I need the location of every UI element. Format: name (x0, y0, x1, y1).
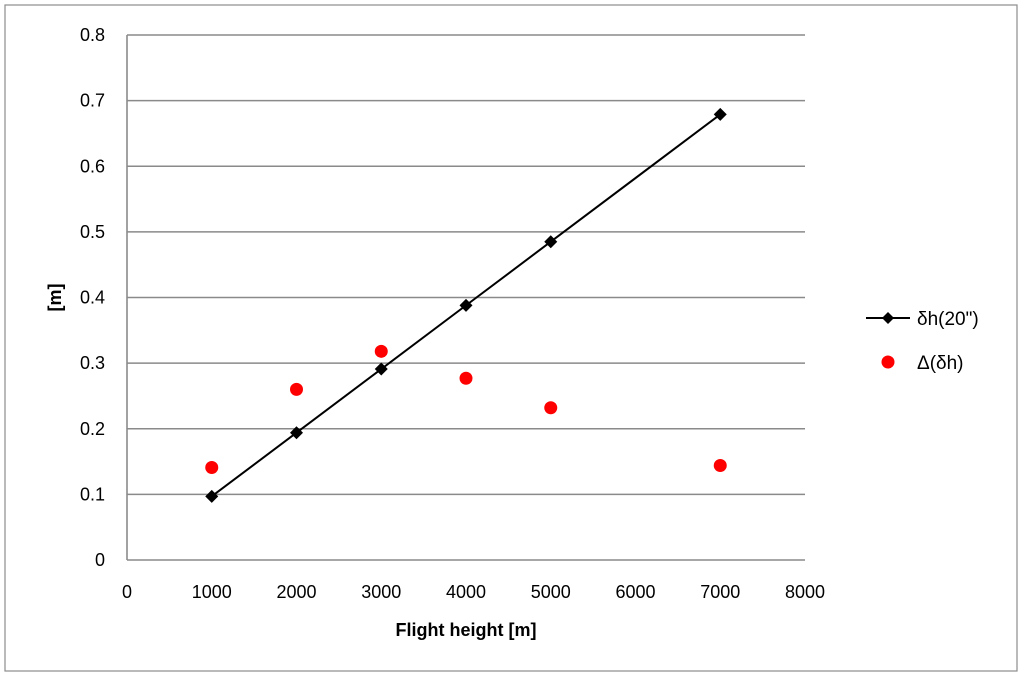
x-tick-label-5: 5000 (531, 582, 571, 602)
x-tick-label-4: 4000 (446, 582, 486, 602)
y-tick-label-7: 0.7 (80, 91, 105, 111)
legend-entry-1: Δ(δh) (881, 353, 964, 374)
y-tick-label-3: 0.3 (80, 353, 105, 373)
legend-marker-0 (882, 312, 894, 324)
legend-label-1: Δ(δh) (917, 353, 964, 374)
x-tick-label-2: 2000 (276, 582, 316, 602)
series-1-point-0 (205, 460, 219, 474)
y-tick-label-8: 0.8 (80, 25, 105, 45)
gridlines (127, 34, 805, 496)
legend: δh(20") Δ(δh) (866, 309, 979, 374)
x-tick-label-1: 1000 (192, 582, 232, 602)
x-tick-label-6: 6000 (615, 582, 655, 602)
y-tick-label-0: 0 (95, 550, 105, 570)
series-0-point-3 (459, 298, 473, 312)
axes (126, 35, 805, 561)
series-0-point-4 (544, 235, 558, 249)
series-1-point-4 (544, 401, 558, 415)
legend-entry-0: δh(20") (866, 309, 979, 330)
y-tick-label-5: 0.5 (80, 222, 105, 242)
y-tick-label-4: 0.4 (80, 288, 105, 308)
data-series (205, 107, 727, 503)
chart-frame (4, 4, 1018, 672)
series-0-point-1 (290, 426, 303, 440)
x-tick-label-3: 3000 (361, 582, 401, 602)
x-tick-label-7: 7000 (700, 582, 740, 602)
series-1-point-1 (290, 382, 303, 396)
series-1-point-3 (459, 371, 473, 385)
series-1 (205, 344, 727, 474)
series-1-point-5 (713, 459, 727, 472)
y-tick-labels: 0 0.1 0.2 0.3 0.4 0.5 0.6 0.7 0.8 (80, 25, 105, 570)
y-tick-label-6: 0.6 (80, 156, 105, 176)
y-axis-title: [m] (45, 284, 65, 312)
series-0-point-5 (713, 107, 727, 121)
y-tick-label-1: 0.1 (80, 484, 105, 504)
series-0 (205, 107, 727, 503)
series-0-point-2 (374, 362, 388, 376)
series-1-point-2 (374, 344, 388, 358)
y-tick-label-2: 0.2 (80, 419, 105, 439)
x-tick-label-0: 0 (122, 582, 132, 602)
series-0-line (211, 113, 721, 498)
series-0-point-0 (205, 489, 219, 503)
legend-label-0: δh(20") (917, 309, 979, 330)
legend-marker-1 (881, 355, 895, 369)
x-axis-title: Flight height [m] (396, 620, 537, 640)
x-tick-labels: 0 1000 2000 3000 4000 5000 6000 7000 8000 (122, 582, 825, 602)
x-tick-label-8: 8000 (785, 582, 825, 602)
